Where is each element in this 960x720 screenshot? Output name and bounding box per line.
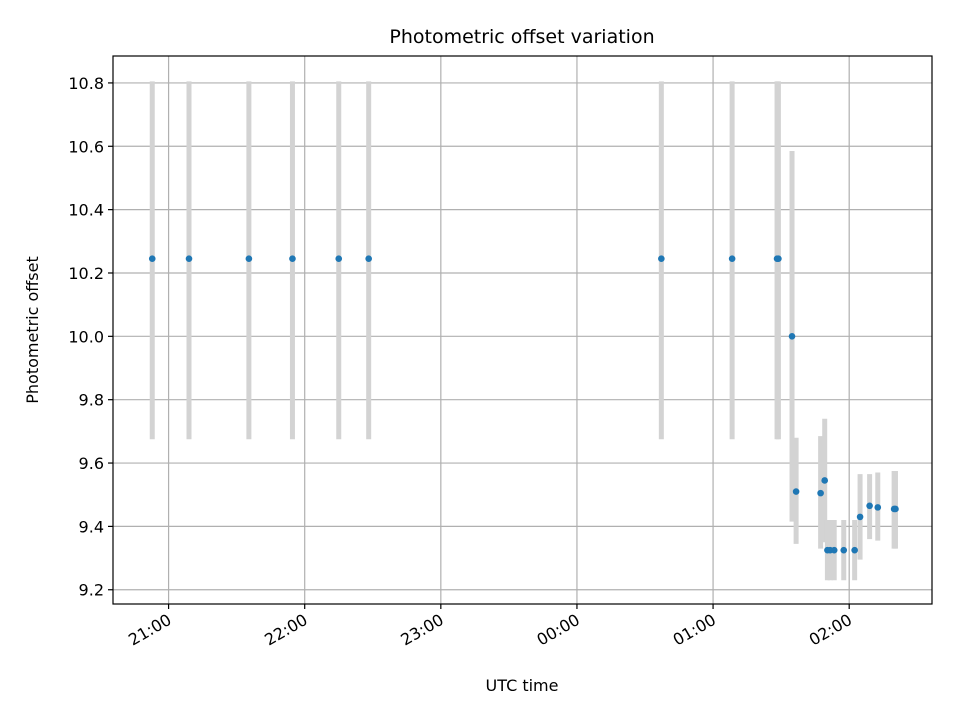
y-tick-label: 9.8 [79,391,104,410]
y-tick-label: 10.0 [68,327,104,346]
data-point [658,255,665,263]
data-point [792,488,800,495]
y-tick-label: 9.6 [79,454,104,473]
data-point [866,502,873,510]
data-point [830,546,838,554]
chart-title: Photometric offset variation [389,26,654,48]
data-point [148,255,156,263]
data-point [365,255,372,263]
x-axis-label: UTC time [486,676,559,695]
y-axis-label: Photometric offset [23,256,42,404]
y-tick-label: 10.8 [68,74,104,93]
y-tick-label: 10.4 [68,201,104,220]
y-tick-label: 10.6 [68,137,104,156]
y-tick-label: 9.4 [79,517,104,536]
data-point [856,513,864,521]
data-point [874,504,882,511]
data-point [775,255,782,263]
data-point [185,255,193,263]
data-point [840,546,848,554]
y-tick-label: 9.2 [79,581,104,600]
y-tick-label: 10.2 [68,264,104,283]
data-point [817,489,824,497]
data-point [788,333,796,340]
data-point [821,477,828,484]
data-point [289,255,296,263]
plot-frame [112,55,933,605]
data-point [728,255,736,263]
data-point [335,255,343,263]
data-point [245,255,253,263]
y-axis-ticks: 9.2 9.4 9.6 9.8 10.0 10.2 10.4 10.6 10.8 [68,74,113,600]
data-point [892,505,899,513]
data-points [148,255,899,554]
data-point [851,546,858,554]
